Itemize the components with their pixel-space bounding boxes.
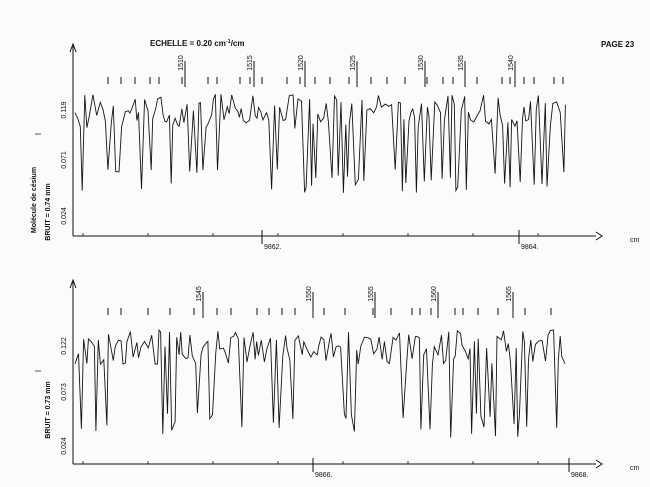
spectrum-panel-2: 9866. 9868. cm 0.122 0.073 0.024 I BRUIT = 0.73… — [34, 278, 640, 479]
noise-label: BRUIT = 0.74 mm — [45, 183, 52, 240]
x-tick-label: 9868. — [571, 472, 589, 479]
line-number-label: 1555 — [368, 286, 375, 302]
line-number-label: 1550 — [306, 286, 313, 302]
line-number-label: 1530 — [418, 55, 425, 71]
y-tick-label: 0.071 — [61, 151, 68, 169]
molecule-label: Molécule de césium — [31, 167, 38, 233]
x-tick-label: 9862. — [264, 244, 282, 251]
y-tick-label: 0.073 — [61, 383, 68, 401]
line-number-label: 1540 — [508, 55, 515, 71]
spectrum-trace — [74, 328, 566, 438]
scale-suffix: /cm — [231, 39, 245, 48]
x-axis-arrow — [595, 231, 603, 241]
y-tick-label: 0.024 — [61, 207, 68, 225]
y-tick-label: 0.119 — [61, 101, 68, 118]
line-number-label: 1560 — [431, 286, 438, 302]
y-axis-arrow — [69, 42, 77, 53]
x-tick-label: 9866. — [315, 472, 333, 479]
y-tick-label: 0.122 — [61, 337, 68, 355]
line-number-label: 1565 — [506, 286, 513, 302]
line-number-label: 1535 — [458, 55, 465, 71]
x-axis-arrow — [595, 459, 603, 469]
line-number-label: 1515 — [247, 55, 254, 71]
noise-label: BRUIT = 0.73 mm — [45, 381, 52, 438]
line-number-label: 1510 — [178, 55, 185, 71]
x-unit-label: cm — [630, 237, 640, 244]
scale-superscript: -1 — [226, 39, 231, 45]
page-label: PAGE 23 — [601, 40, 635, 49]
x-unit-label: cm — [630, 465, 640, 472]
scale-label: ECHELLE = 0.20 cm-1/cm — [150, 39, 245, 48]
spectrum-panel-1: 9862. 9864. cm 0.119 0.071 0.024 I BRUIT = 0.74… — [31, 42, 640, 251]
line-number-label: 1525 — [350, 55, 357, 71]
y-axis-arrow — [69, 278, 77, 289]
intensity-symbol: I — [34, 370, 43, 372]
y-tick-label: 0.024 — [61, 437, 68, 455]
intensity-symbol: I — [34, 133, 43, 135]
spectrum-trace — [74, 94, 566, 193]
x-tick-label: 9864. — [521, 244, 539, 251]
line-number-label: 1545 — [196, 286, 203, 302]
line-number-label: 1520 — [298, 55, 305, 71]
